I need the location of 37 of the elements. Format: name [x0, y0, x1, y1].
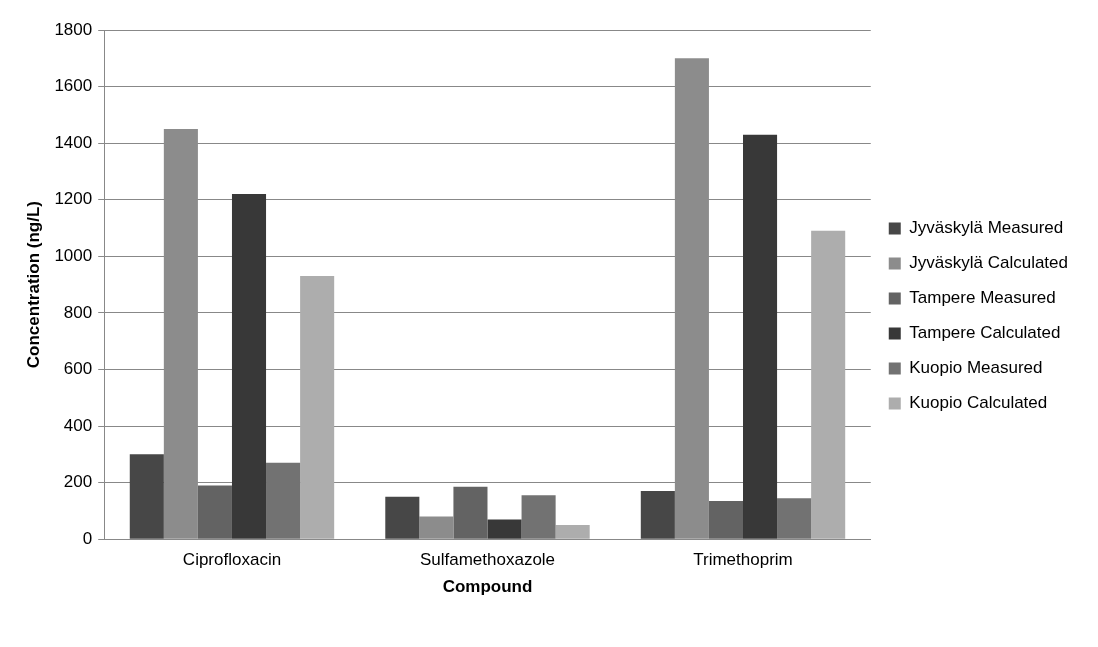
- bar: [231, 194, 267, 539]
- y-axis-title: Concentration (ng/L): [23, 201, 43, 369]
- legend-label: Jyväskylä Calculated: [909, 253, 1069, 273]
- y-tick-label: 1800: [54, 19, 93, 39]
- y-tick-label: 600: [63, 359, 93, 379]
- bar: [487, 519, 522, 539]
- y-tick-label: 1400: [54, 132, 93, 152]
- legend-label: Tampere Measured: [909, 288, 1056, 308]
- bar: [811, 230, 846, 539]
- bar: [555, 525, 590, 539]
- y-tick-label: 200: [63, 472, 93, 492]
- y-tick-label: 0: [82, 528, 93, 548]
- bar: [708, 501, 744, 539]
- y-tick-label: 400: [63, 415, 93, 435]
- y-tick-label: 1600: [54, 76, 93, 96]
- bar: [453, 486, 488, 539]
- bar: [521, 495, 556, 539]
- bar: [385, 496, 420, 539]
- x-tick-label: Trimethoprim: [693, 550, 793, 570]
- legend-label: Kuopio Calculated: [909, 393, 1048, 413]
- legend-label: Jyväskylä Measured: [909, 218, 1064, 238]
- bar: [743, 134, 778, 539]
- x-tick-label: Ciprofloxacin: [182, 550, 282, 570]
- x-axis-title: Compound: [442, 577, 533, 597]
- bar: [129, 454, 164, 539]
- legend-label: Tampere Calculated: [909, 323, 1061, 343]
- y-tick-label: 800: [63, 302, 93, 322]
- bar: [300, 276, 335, 539]
- x-tick-label: Sulfamethoxazole: [419, 550, 556, 570]
- y-tick-label: 1200: [54, 189, 93, 209]
- bar: [266, 462, 301, 539]
- legend-label: Kuopio Measured: [909, 358, 1043, 378]
- y-tick-label: 1000: [54, 246, 93, 265]
- bar: [640, 491, 675, 539]
- bar: [419, 516, 454, 539]
- bar: [777, 498, 812, 539]
- bar: [197, 485, 232, 539]
